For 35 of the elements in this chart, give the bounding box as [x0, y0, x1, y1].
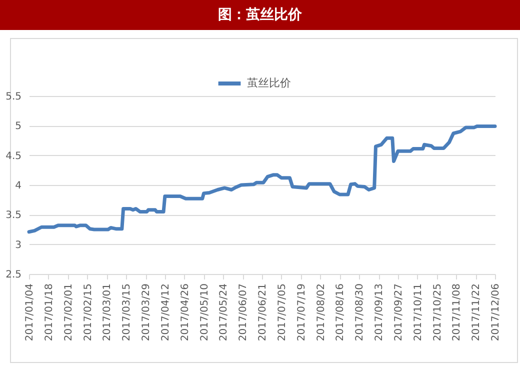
x-tick-label: 2017/10/25 — [432, 284, 444, 342]
x-tick-label: 2017/03/15 — [122, 284, 133, 342]
x-tick-label: 2017/01/18 — [44, 284, 55, 342]
x-tick-label: 2017/11/08 — [452, 284, 463, 342]
legend-label: 茧丝比价 — [247, 76, 291, 90]
x-tick-label: 2017/01/04 — [24, 284, 36, 342]
x-tick-label: 2017/11/22 — [471, 284, 482, 342]
x-tick-label: 2017/02/01 — [63, 284, 74, 342]
x-tick-label: 2017/05/24 — [218, 284, 230, 342]
x-tick-label: 2017/09/27 — [393, 284, 404, 342]
x-tick-label: 2017/04/12 — [160, 284, 172, 342]
x-tick-label: 2017/08/16 — [335, 284, 346, 342]
y-tick-label: 3 — [15, 240, 22, 251]
x-tick-label: 2017/04/26 — [180, 284, 191, 342]
line-series — [27, 124, 497, 234]
x-tick-label: 2017/12/06 — [490, 284, 502, 342]
y-tick-label: 2.5 — [6, 270, 22, 280]
x-tick-label: 2017/03/29 — [141, 284, 152, 342]
x-tick-label: 2017/09/13 — [374, 284, 385, 342]
y-tick-label: 3.5 — [6, 210, 22, 222]
x-tick-label: 2017/02/15 — [82, 284, 94, 342]
x-tick-label: 2017/07/19 — [296, 284, 308, 342]
y-tick-label: 5 — [15, 121, 22, 132]
x-tick-label: 2017/10/11 — [412, 284, 424, 342]
chart-title: 图：茧丝比价 — [0, 0, 520, 30]
x-tick-label: 2017/06/07 — [238, 284, 250, 342]
x-tick-label: 2017/08/30 — [354, 284, 366, 342]
y-tick-label: 4.5 — [6, 150, 22, 162]
y-tick-label: 5.5 — [6, 92, 22, 102]
x-tick-label: 2017/08/02 — [316, 284, 327, 342]
x-tick-label: 2017/06/21 — [258, 284, 268, 342]
x-tick-label: 2017/07/05 — [276, 284, 288, 342]
x-tick-label: 2017/05/10 — [199, 284, 210, 342]
x-tick-label: 2017/03/01 — [102, 284, 114, 342]
y-tick-label: 4 — [15, 180, 22, 192]
